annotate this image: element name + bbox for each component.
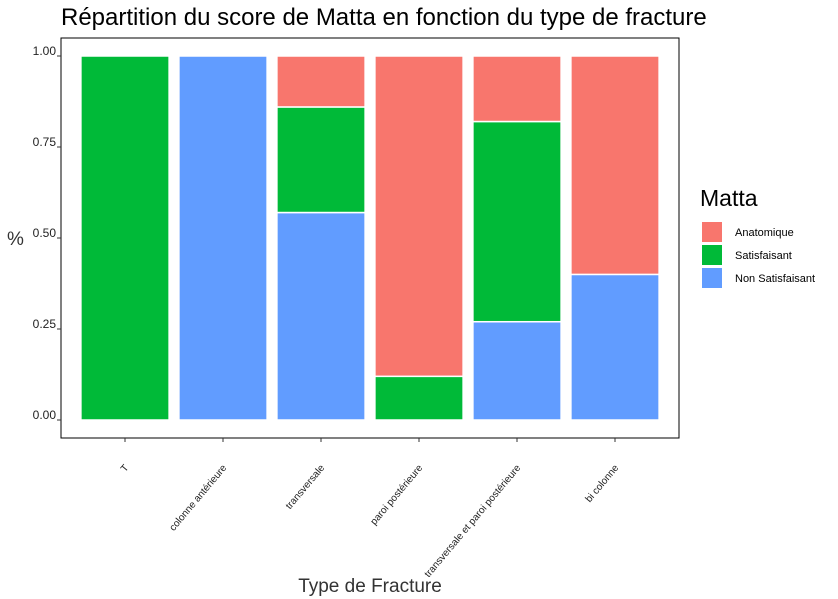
legend-key [702, 268, 722, 288]
bar-segment [472, 55, 562, 123]
bar-segment [472, 120, 562, 323]
bar-segment [570, 273, 660, 421]
bar-segment [570, 55, 660, 276]
y-axis-title: % [7, 229, 24, 250]
y-tick-label: 0.00 [33, 408, 57, 422]
bar-segment [276, 211, 366, 421]
legend-title: Matta [700, 185, 758, 211]
legend-key [702, 222, 722, 242]
legend: Matta Anatomique Satisfaisant Non Satisfai… [700, 185, 815, 288]
x-tick-label: colonne antérieure [168, 463, 230, 534]
bar-segment [276, 106, 366, 214]
y-tick-label: 0.75 [33, 135, 57, 149]
chart-title: Répartition du score de Matta en fonctio… [61, 4, 707, 31]
x-axis-title: Type de Fracture [298, 576, 442, 597]
bar-segment [178, 55, 268, 421]
x-tick-label: bi colonne [584, 463, 622, 505]
legend-label: Anatomique [735, 227, 794, 239]
bar-segment [374, 375, 464, 421]
legend-label: Satisfaisant [735, 250, 792, 262]
bar-segment [276, 55, 366, 108]
legend-key [702, 245, 722, 265]
bars [80, 55, 660, 421]
bar-segment [374, 55, 464, 378]
y-tick-label: 1.00 [33, 44, 57, 58]
y-axis: 0.00 0.25 0.50 0.75 1.00 [33, 44, 61, 422]
x-tick-label: T [119, 463, 131, 475]
x-tick-label: transversale [284, 463, 328, 512]
x-tick-label: paroi postérieure [369, 463, 426, 528]
x-tick-label: transversale et paroi postérieure [423, 463, 524, 580]
y-tick-label: 0.50 [33, 226, 57, 240]
bar-segment [80, 55, 170, 421]
y-tick-label: 0.25 [33, 317, 57, 331]
legend-label: Non Satisfaisant [735, 273, 815, 285]
bar-segment [472, 320, 562, 421]
